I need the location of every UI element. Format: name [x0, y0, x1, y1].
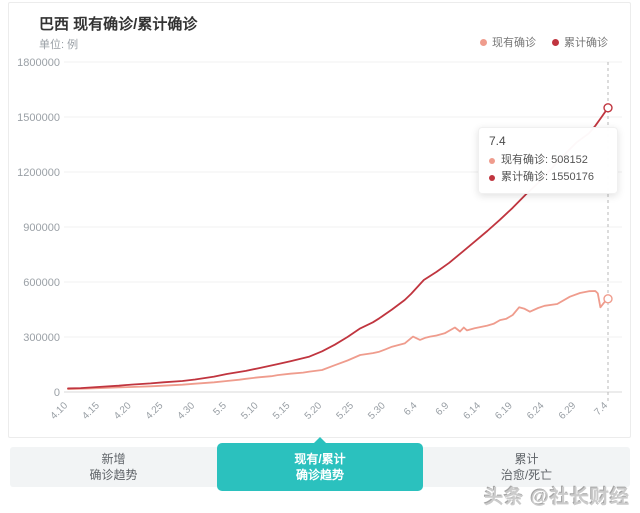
x-axis-tick-label: 7.4 [593, 400, 611, 418]
series-end-marker[interactable] [603, 294, 613, 304]
chart-title: 巴西 现有确诊/累计确诊 [39, 16, 198, 33]
y-axis-tick-label: 300000 [23, 332, 60, 344]
x-axis-tick-label: 5.10 [239, 400, 261, 422]
cumulative-series-dot-icon [489, 174, 495, 181]
current-series-dot-icon [489, 157, 495, 164]
current-series-dot-icon [480, 38, 487, 46]
line-chart-plot[interactable]: 0 300000 600000 900000 1200000 1500000 1800000… [0, 0, 640, 440]
x-axis-tick-label: 6.19 [493, 400, 515, 422]
x-axis-tick-label: 5.5 [211, 400, 229, 418]
tab-cumulative-cured-death[interactable]: 累计 治愈/死亡 [423, 447, 630, 487]
y-axis-tick-label: 0 [54, 387, 60, 399]
x-axis-tick-label: 6.9 [434, 400, 452, 418]
x-axis-tick-label: 6.4 [402, 400, 420, 418]
legend-label: 累计确诊 [564, 37, 608, 49]
tab-current-cumulative-trend[interactable]: 现有/累计 确诊趋势 [217, 437, 423, 491]
x-axis-tick-label: 5.25 [334, 400, 356, 422]
tooltip-row-cumulative: 累计确诊: 1550176 [489, 169, 607, 186]
x-axis-tick-label: 4.25 [144, 400, 166, 422]
x-axis-tick-label: 5.30 [366, 400, 388, 422]
tab-label-line1: 累计 [514, 452, 539, 466]
unit-label: 单位: 例 [39, 39, 79, 51]
y-axis-tick-label: 900000 [23, 222, 60, 234]
tooltip-row-current: 现有确诊: 508152 [489, 152, 607, 169]
toutiao-watermark: 头条 @社长财经 [484, 487, 630, 508]
y-axis-tick-label: 600000 [23, 277, 60, 289]
series-line-现有确诊 [67, 290, 609, 391]
tab-new-confirmed-trend[interactable]: 新增 确诊趋势 [10, 447, 217, 487]
legend-item-cumulative[interactable]: 累计确诊 [552, 34, 608, 50]
x-axis-tick-label: 4.15 [80, 400, 102, 422]
tooltip-cumulative-text: 累计确诊: 1550176 [501, 171, 594, 183]
x-axis-tick-label: 5.20 [303, 400, 325, 422]
legend-label: 现有确诊 [492, 37, 536, 49]
x-axis-tick-label: 6.24 [525, 400, 547, 422]
y-axis-tick-label: 1200000 [17, 167, 60, 179]
x-axis-tick-label: 5.15 [271, 400, 293, 422]
chart-tooltip: 7.4 现有确诊: 508152 累计确诊: 1550176 [478, 127, 618, 194]
x-axis-tick-label: 6.29 [557, 400, 579, 422]
tooltip-date: 7.4 [489, 134, 506, 148]
cumulative-series-dot-icon [552, 38, 559, 46]
tab-label-line2: 治愈/死亡 [500, 468, 553, 482]
chart-card: 巴西 现有确诊/累计确诊 单位: 例 现有确诊 累计确诊 [8, 2, 631, 438]
tab-label-line1: 新增 [101, 452, 126, 466]
legend: 现有确诊 累计确诊 [480, 34, 608, 50]
x-axis-tick-label: 6.14 [462, 400, 484, 422]
active-tab-notch [313, 437, 327, 444]
series-end-marker[interactable] [603, 103, 613, 113]
tab-label-line2: 确诊趋势 [89, 468, 138, 482]
chart-type-tabbar: 新增 确诊趋势 现有/累计 确诊趋势 累计 治愈/死亡 [10, 437, 630, 491]
y-axis-tick-label: 1800000 [17, 57, 60, 69]
x-axis-tick-label: 4.20 [112, 400, 134, 422]
tab-label-line2: 确诊趋势 [295, 468, 344, 482]
legend-item-current[interactable]: 现有确诊 [480, 34, 536, 50]
tooltip-current-text: 现有确诊: 508152 [501, 154, 588, 166]
y-axis-tick-label: 1500000 [17, 112, 60, 124]
x-axis-tick-label: 4.30 [176, 400, 198, 422]
tab-label-line1: 现有/累计 [294, 452, 346, 466]
x-axis-tick-label: 4.10 [49, 400, 71, 422]
